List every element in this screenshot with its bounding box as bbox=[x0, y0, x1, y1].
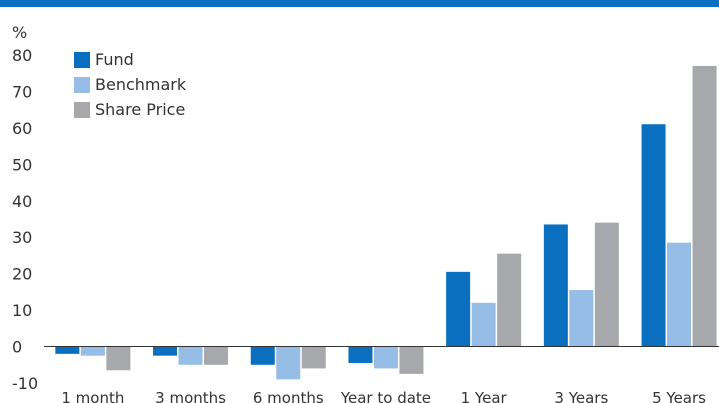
bar bbox=[641, 124, 666, 347]
y-tick-label: 10 bbox=[12, 301, 32, 320]
x-axis-labels: 1 month 3 months 6 months Year to date 1 Yea… bbox=[61, 389, 706, 403]
bar bbox=[348, 346, 373, 363]
legend: Fund Benchmark Share Price bbox=[74, 50, 187, 119]
bar bbox=[204, 346, 229, 365]
y-tick-label: 50 bbox=[12, 155, 32, 174]
legend-swatch bbox=[74, 77, 90, 93]
y-tick-label: 60 bbox=[12, 119, 32, 138]
bar bbox=[569, 290, 594, 347]
bar bbox=[543, 224, 568, 347]
x-tick-label: Year to date bbox=[340, 389, 431, 403]
x-tick-label: 1 Year bbox=[461, 389, 508, 403]
x-tick-label: 1 month bbox=[61, 389, 124, 403]
bar bbox=[497, 253, 522, 347]
y-tick-label: 70 bbox=[12, 82, 32, 101]
legend-label: Share Price bbox=[95, 100, 185, 119]
x-tick-label: 3 Years bbox=[554, 389, 608, 403]
x-tick-label: 5 Years bbox=[652, 389, 706, 403]
y-tick-label: 20 bbox=[12, 265, 32, 284]
bar bbox=[373, 346, 398, 369]
y-tick-label: 80 bbox=[12, 46, 32, 65]
legend-label: Benchmark bbox=[95, 75, 187, 94]
bar bbox=[594, 222, 619, 347]
y-axis-ticks: -10 0 10 20 30 40 50 60 70 80 bbox=[12, 46, 38, 393]
bar bbox=[471, 302, 496, 347]
bar bbox=[55, 346, 80, 354]
y-tick-label: 40 bbox=[12, 192, 32, 211]
y-tick-label: -10 bbox=[12, 374, 38, 393]
x-tick-label: 3 months bbox=[155, 389, 226, 403]
header-bar bbox=[0, 0, 719, 7]
x-tick-label: 6 months bbox=[253, 389, 324, 403]
bar bbox=[106, 346, 131, 371]
bar bbox=[80, 346, 105, 356]
bar bbox=[667, 242, 692, 347]
bar bbox=[301, 346, 326, 369]
bar bbox=[446, 271, 471, 347]
legend-swatch bbox=[74, 102, 90, 118]
bar bbox=[399, 346, 424, 374]
legend-label: Fund bbox=[95, 50, 134, 69]
legend-swatch bbox=[74, 52, 90, 68]
y-tick-label: 30 bbox=[12, 228, 32, 247]
bar bbox=[692, 65, 717, 347]
y-axis-unit-label: % bbox=[12, 23, 27, 42]
bars bbox=[55, 65, 717, 380]
bar bbox=[250, 346, 275, 365]
bar bbox=[276, 346, 301, 380]
y-tick-label: 0 bbox=[12, 338, 22, 357]
bar bbox=[178, 346, 203, 365]
bar bbox=[153, 346, 178, 356]
